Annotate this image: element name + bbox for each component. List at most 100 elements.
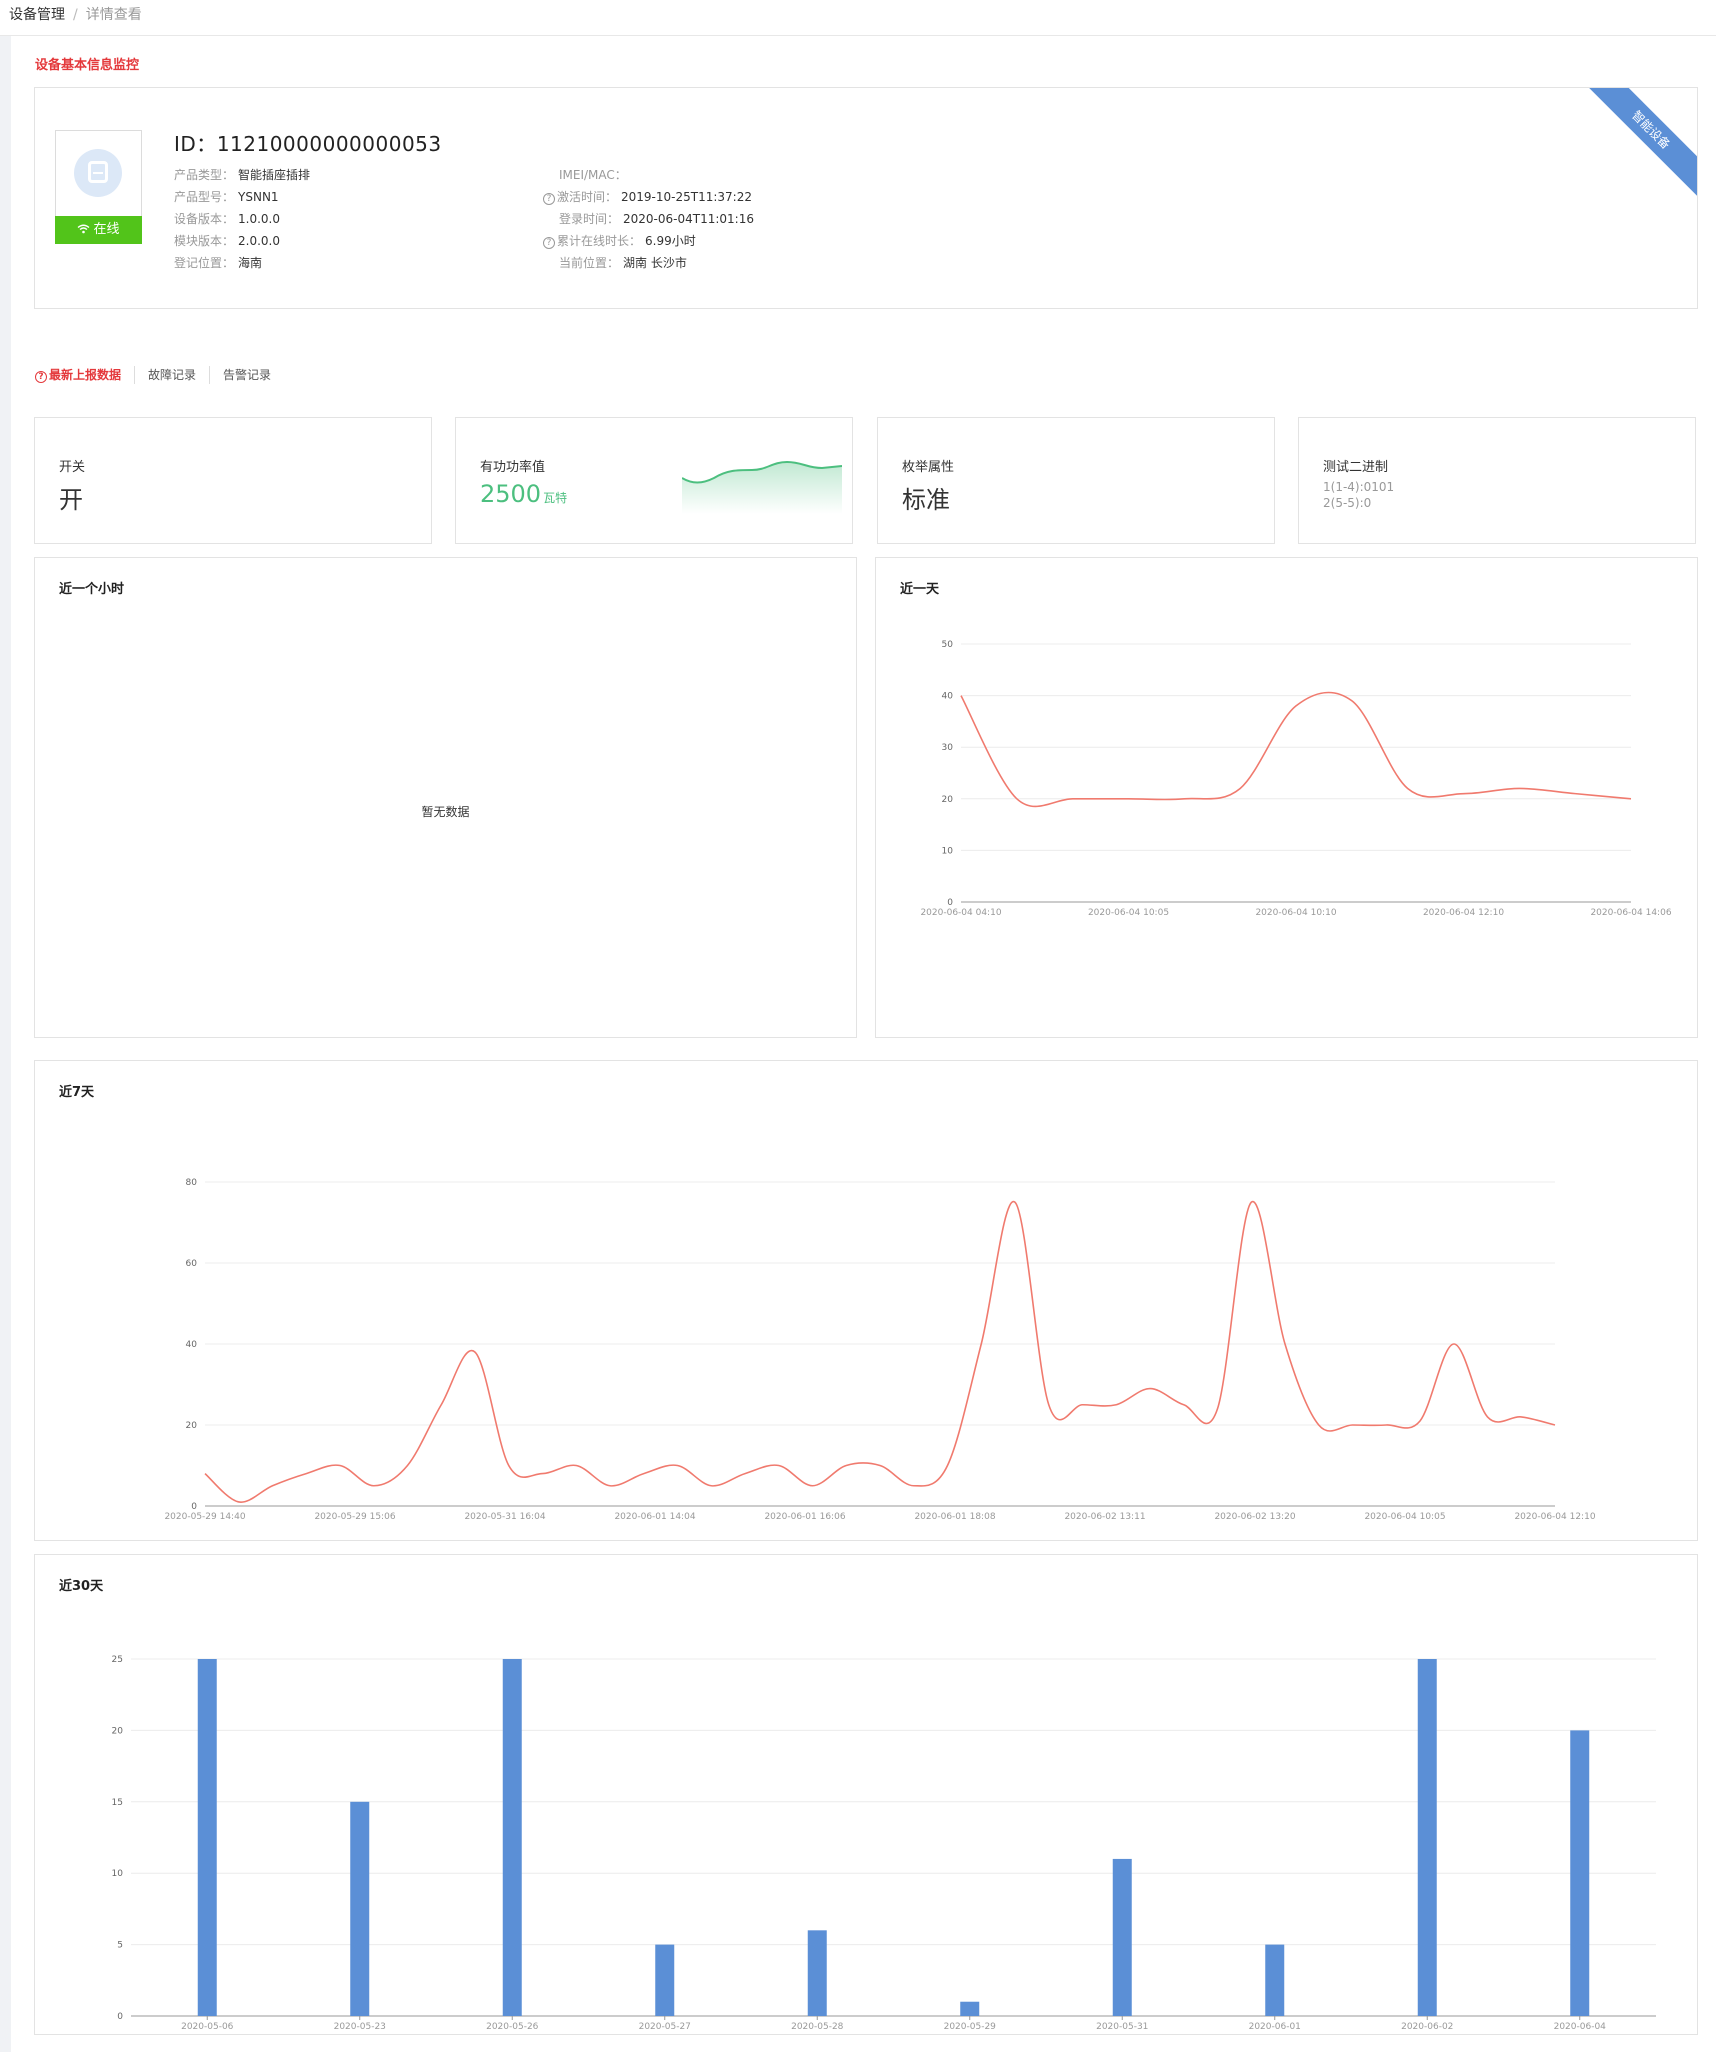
panel-last-day: 近一天 0 10 20 30 40 50 2020-06-04 04:10 2020-06-0…	[875, 557, 1698, 1038]
y-tick-label: 60	[186, 1259, 198, 1269]
field-device-version: 设备版本： 1.0.0.0	[174, 212, 280, 226]
field-module-version: 模块版本： 2.0.0.0	[174, 234, 280, 248]
tab-latest-data[interactable]: ? 最新上报数据	[35, 366, 136, 384]
week-line-chart: 0 20 40 60 80 2020-05-29 14:40 2020-05-29 15:0…	[164, 1178, 1595, 1522]
x-tick-label: 2020-06-04 14:06	[1590, 908, 1671, 918]
y-tick-label: 80	[186, 1178, 198, 1188]
panel-last-hour: 近一个小时 暂无数据	[34, 557, 857, 1038]
y-tick-label: 40	[186, 1340, 198, 1350]
device-id-value: 11210000000000053	[216, 132, 442, 156]
online-status-badge: 在线	[55, 216, 142, 244]
y-tick-label: 50	[942, 640, 954, 650]
field-product-model: 产品型号： YSNN1	[174, 190, 279, 204]
field-online-duration: ? 累计在线时长： 6.99小时	[543, 230, 754, 252]
device-id-label: ID：	[174, 132, 217, 156]
metric-value: 2500 瓦特	[480, 480, 568, 508]
wifi-icon	[78, 224, 90, 234]
breadcrumb-separator: /	[73, 7, 78, 23]
panel-title: 近7天	[59, 1085, 95, 1100]
metric-card-power: 有功功率值 2500 瓦特	[455, 417, 853, 544]
field-product-type: 产品类型： 智能插座插排	[174, 168, 311, 182]
x-tick-label: 2020-06-01 18:08	[914, 1512, 995, 1522]
x-tick-label: 2020-06-01	[1249, 2022, 1301, 2032]
x-tick-label: 2020-06-04 10:10	[1255, 908, 1336, 918]
x-tick-label: 2020-06-02 13:11	[1064, 1512, 1145, 1522]
panel-last-7-days: 近7天 0 20 40 60 80 2020-05-29 14:40 2020-05-29 …	[34, 1060, 1698, 1541]
x-tick-label: 2020-06-04	[1554, 2022, 1607, 2032]
y-tick-label: 5	[117, 1941, 123, 1951]
empty-state-text: 暂无数据	[421, 805, 470, 819]
field-current-location: 当前位置： 湖南 长沙市	[559, 256, 687, 270]
series-line	[204, 1200, 1556, 1503]
y-tick-label: 40	[942, 692, 954, 702]
binary-line: 2(5-5):0	[1323, 496, 1372, 510]
help-icon[interactable]: ?	[543, 193, 555, 205]
y-tick-label: 0	[947, 898, 953, 908]
metric-label: 有功功率值	[480, 460, 546, 475]
bar	[1265, 1944, 1285, 2016]
x-tick-label: 2020-05-29	[944, 2022, 997, 2032]
x-tick-label: 2020-05-31	[1096, 2022, 1148, 2032]
y-tick-label: 10	[942, 846, 954, 856]
y-tick-label: 0	[117, 2012, 123, 2022]
x-tick-label: 2020-06-02	[1401, 2022, 1453, 2032]
x-tick-label: 2020-05-28	[791, 2022, 844, 2032]
x-tick-label: 2020-05-27	[639, 2022, 691, 2032]
power-sparkline	[682, 460, 842, 514]
smart-device-ribbon: 智能设备	[1577, 88, 1697, 204]
bar	[502, 1659, 522, 2016]
bar	[655, 1944, 675, 2016]
panel-title: 近一天	[900, 582, 940, 597]
online-status-text: 在线	[93, 222, 120, 237]
device-info-card: 在线 ID：11210000000000053 产品类型： 智能插座插排 产品型号…	[34, 87, 1698, 309]
metric-label: 开关	[59, 460, 86, 475]
x-tick-label: 2020-05-29 14:40	[164, 1512, 245, 1522]
left-field-list: 产品类型： 智能插座插排 产品型号： YSNN1 设备版本： 1.0.0.0 模块版本…	[174, 164, 310, 274]
data-tabs: ? 最新上报数据 故障记录 告警记录	[35, 366, 284, 384]
y-tick-label: 25	[112, 1655, 123, 1665]
binary-line: 1(1-4):0101	[1323, 480, 1395, 494]
x-tick-label: 2020-05-26	[486, 2022, 539, 2032]
x-tick-label: 2020-06-01 16:06	[764, 1512, 845, 1522]
metric-label: 测试二进制	[1323, 460, 1389, 475]
breadcrumb: 设备管理 / 详情查看	[9, 4, 142, 24]
help-icon[interactable]: ?	[543, 237, 555, 249]
panel-title: 近一个小时	[59, 582, 125, 597]
y-tick-label: 10	[112, 1869, 124, 1879]
page-content: 设备基本信息监控 在线 ID：11210000000000053 产品类型： 智能…	[11, 36, 1716, 2052]
y-tick-label: 20	[112, 1726, 124, 1736]
bar	[350, 1801, 370, 2016]
breadcrumb-parent[interactable]: 设备管理	[9, 7, 65, 23]
day-line-chart: 0 10 20 30 40 50 2020-06-04 04:10 2020-06-04 10…	[920, 640, 1671, 918]
metric-value: 标准	[902, 486, 950, 514]
x-tick-label: 2020-06-04 12:10	[1423, 908, 1504, 918]
bar	[197, 1659, 217, 2016]
top-bar: 设备管理 / 详情查看	[0, 0, 1716, 36]
device-image: 在线	[55, 130, 142, 244]
y-tick-label: 15	[112, 1798, 123, 1808]
breadcrumb-current: 详情查看	[85, 7, 142, 23]
month-bar-chart: 0 5 10 15 20 25 2020-05-06 2020-05-23 2020-05-26…	[112, 1655, 1656, 2032]
x-tick-label: 2020-06-02 13:20	[1214, 1512, 1295, 1522]
panel-title: 近30天	[59, 1579, 104, 1594]
y-tick-label: 0	[191, 1502, 197, 1512]
x-tick-label: 2020-06-04 04:10	[920, 908, 1001, 918]
section-title: 设备基本信息监控	[35, 58, 140, 73]
bar	[1417, 1659, 1437, 2016]
device-icon	[74, 149, 122, 197]
tab-fault-records[interactable]: 故障记录	[135, 366, 211, 384]
field-registered-location: 登记位置： 海南	[174, 256, 263, 270]
x-tick-label: 2020-05-29 15:06	[314, 1512, 395, 1522]
field-activation-time: ? 激活时间： 2019-10-25T11:37:22	[543, 186, 754, 208]
metric-card-enum: 枚举属性 标准	[877, 417, 1275, 544]
field-imei-mac: IMEI/MAC：	[559, 168, 627, 182]
bar	[1112, 1858, 1132, 2016]
device-id: ID：11210000000000053	[174, 128, 442, 157]
x-tick-label: 2020-05-06	[181, 2022, 234, 2032]
x-tick-label: 2020-06-01 14:04	[614, 1512, 695, 1522]
metric-value: 开	[59, 486, 83, 514]
bar	[1570, 1730, 1590, 2016]
tab-alarm-records[interactable]: 告警记录	[223, 368, 272, 382]
help-icon: ?	[35, 371, 47, 383]
x-tick-label: 2020-06-04 10:05	[1364, 1512, 1445, 1522]
